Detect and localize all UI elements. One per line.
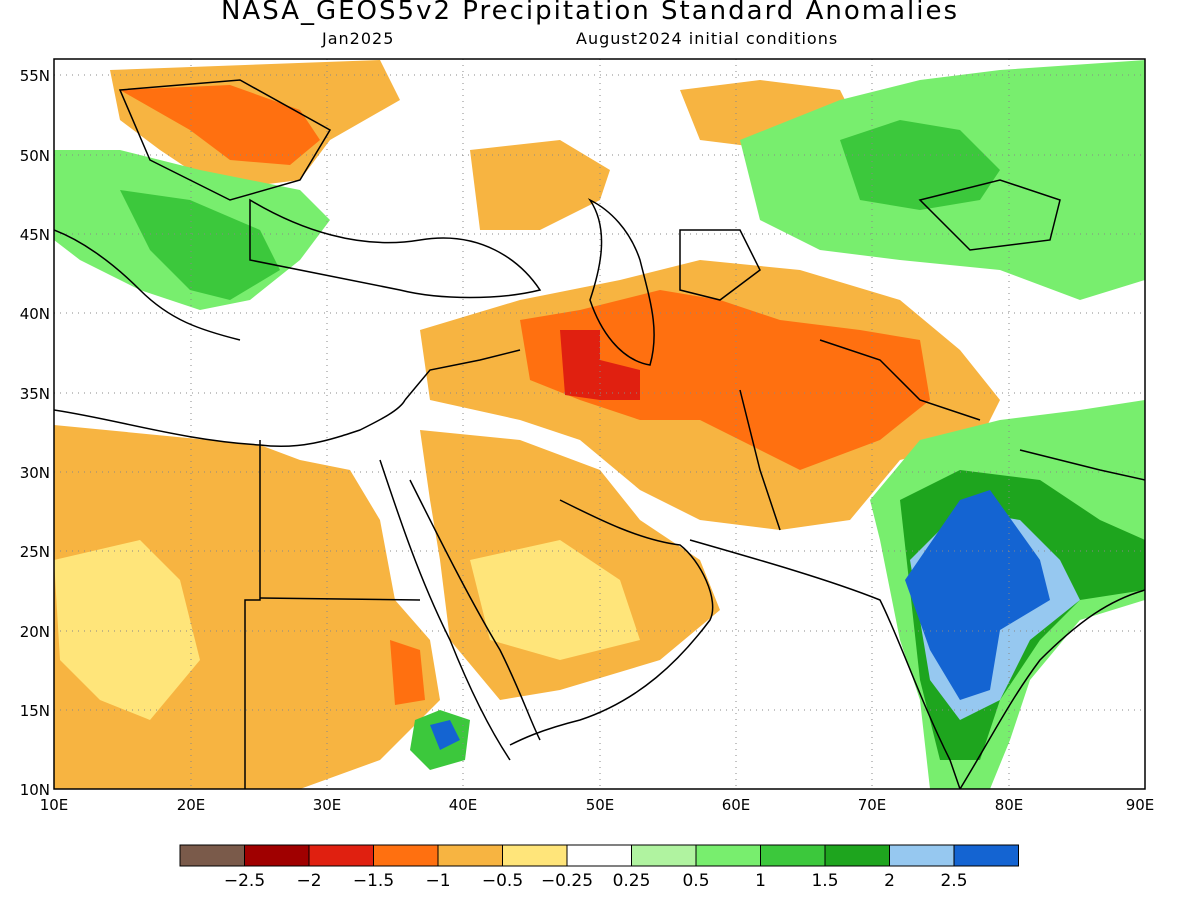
colorbar-swatch (824, 844, 890, 867)
colorbar-swatch (953, 844, 1019, 867)
lon-tick-label: 70E (858, 796, 887, 814)
colorbar-swatch (502, 844, 568, 867)
colorbar-label: −0.5 (482, 871, 523, 891)
colorbar-label: 0.5 (682, 871, 709, 891)
colorbar-label: −2.5 (224, 871, 265, 891)
lon-tick-label: 80E (995, 796, 1024, 814)
lon-tick-label: 40E (449, 796, 478, 814)
anomaly-region-balkans-dark (120, 190, 280, 300)
anomaly-region-africa-dark (390, 640, 425, 705)
colorbar-swatch (308, 844, 374, 867)
lat-tick-label: 45N (20, 226, 50, 244)
colorbar-label: −2 (296, 871, 321, 891)
colorbar-swatch (760, 844, 826, 867)
colorbar-swatch (244, 844, 310, 867)
colorbar-swatch (695, 844, 761, 867)
map-frame (53, 58, 1146, 790)
colorbar-swatch (566, 844, 632, 867)
lon-tick-label: 60E (722, 796, 751, 814)
colorbar-swatch (373, 844, 439, 867)
lon-axis: 10E 20E 30E 40E 50E 60E 70E 80E 90E (40, 796, 1155, 814)
anomaly-field (54, 60, 1145, 789)
lat-tick-label: 10N (20, 781, 50, 799)
colorbar-swatch (437, 844, 503, 867)
lon-tick-label: 20E (177, 796, 206, 814)
lat-tick-label: 15N (20, 702, 50, 720)
anomaly-region-arabia-light (470, 540, 640, 660)
anomaly-region-africa-light (54, 540, 200, 720)
colorbar-label: 1.5 (811, 871, 838, 891)
lat-tick-label: 40N (20, 305, 50, 323)
lat-tick-label: 30N (20, 464, 50, 482)
lat-tick-label: 20N (20, 623, 50, 641)
valid-month: Jan2025 (322, 29, 395, 48)
lon-tick-label: 50E (586, 796, 615, 814)
anomaly-region-ethiopia-blue (430, 720, 460, 750)
lon-tick-label: 10E (40, 796, 69, 814)
coastlines (54, 79, 1145, 789)
colorbar-label: −1 (425, 871, 450, 891)
colorbar-label: 0.25 (613, 871, 651, 891)
lat-axis: 10N 15N 20N 25N 30N 35N 40N 45N 50N 55N (20, 67, 50, 799)
colorbar-swatch (889, 844, 955, 867)
colorbar-label: −1.5 (353, 871, 394, 891)
colorbar-label: 2.5 (940, 871, 967, 891)
anomaly-region-india-blue (905, 490, 1050, 700)
lat-tick-label: 25N (20, 543, 50, 561)
colorbar-swatch (631, 844, 697, 867)
colorbar: −2.5 −2 −1.5 −1 −0.5 −0.25 0.25 0.5 1 1.5 2 2.5 (179, 844, 1019, 891)
colorbar-label: −0.25 (541, 871, 593, 891)
lon-tick-label: 30E (313, 796, 342, 814)
colorbar-swatch (179, 844, 245, 867)
lon-tick-label: 90E (1126, 796, 1155, 814)
lat-tick-label: 50N (20, 147, 50, 165)
anomaly-region-iran-orange (520, 290, 930, 470)
init-conditions: August2024 initial conditions (576, 29, 839, 48)
anomaly-region-ukraine-orange (120, 85, 320, 165)
colorbar-label: 1 (755, 871, 766, 891)
lat-tick-label: 35N (20, 385, 50, 403)
colorbar-label: 2 (884, 871, 895, 891)
anomaly-region-caspian (470, 140, 610, 230)
anomaly-region-siberia-dark (840, 120, 1000, 210)
map-title: NASA_GEOS5v2 Precipitation Standard Anom… (220, 0, 960, 26)
lat-tick-label: 55N (20, 67, 50, 85)
